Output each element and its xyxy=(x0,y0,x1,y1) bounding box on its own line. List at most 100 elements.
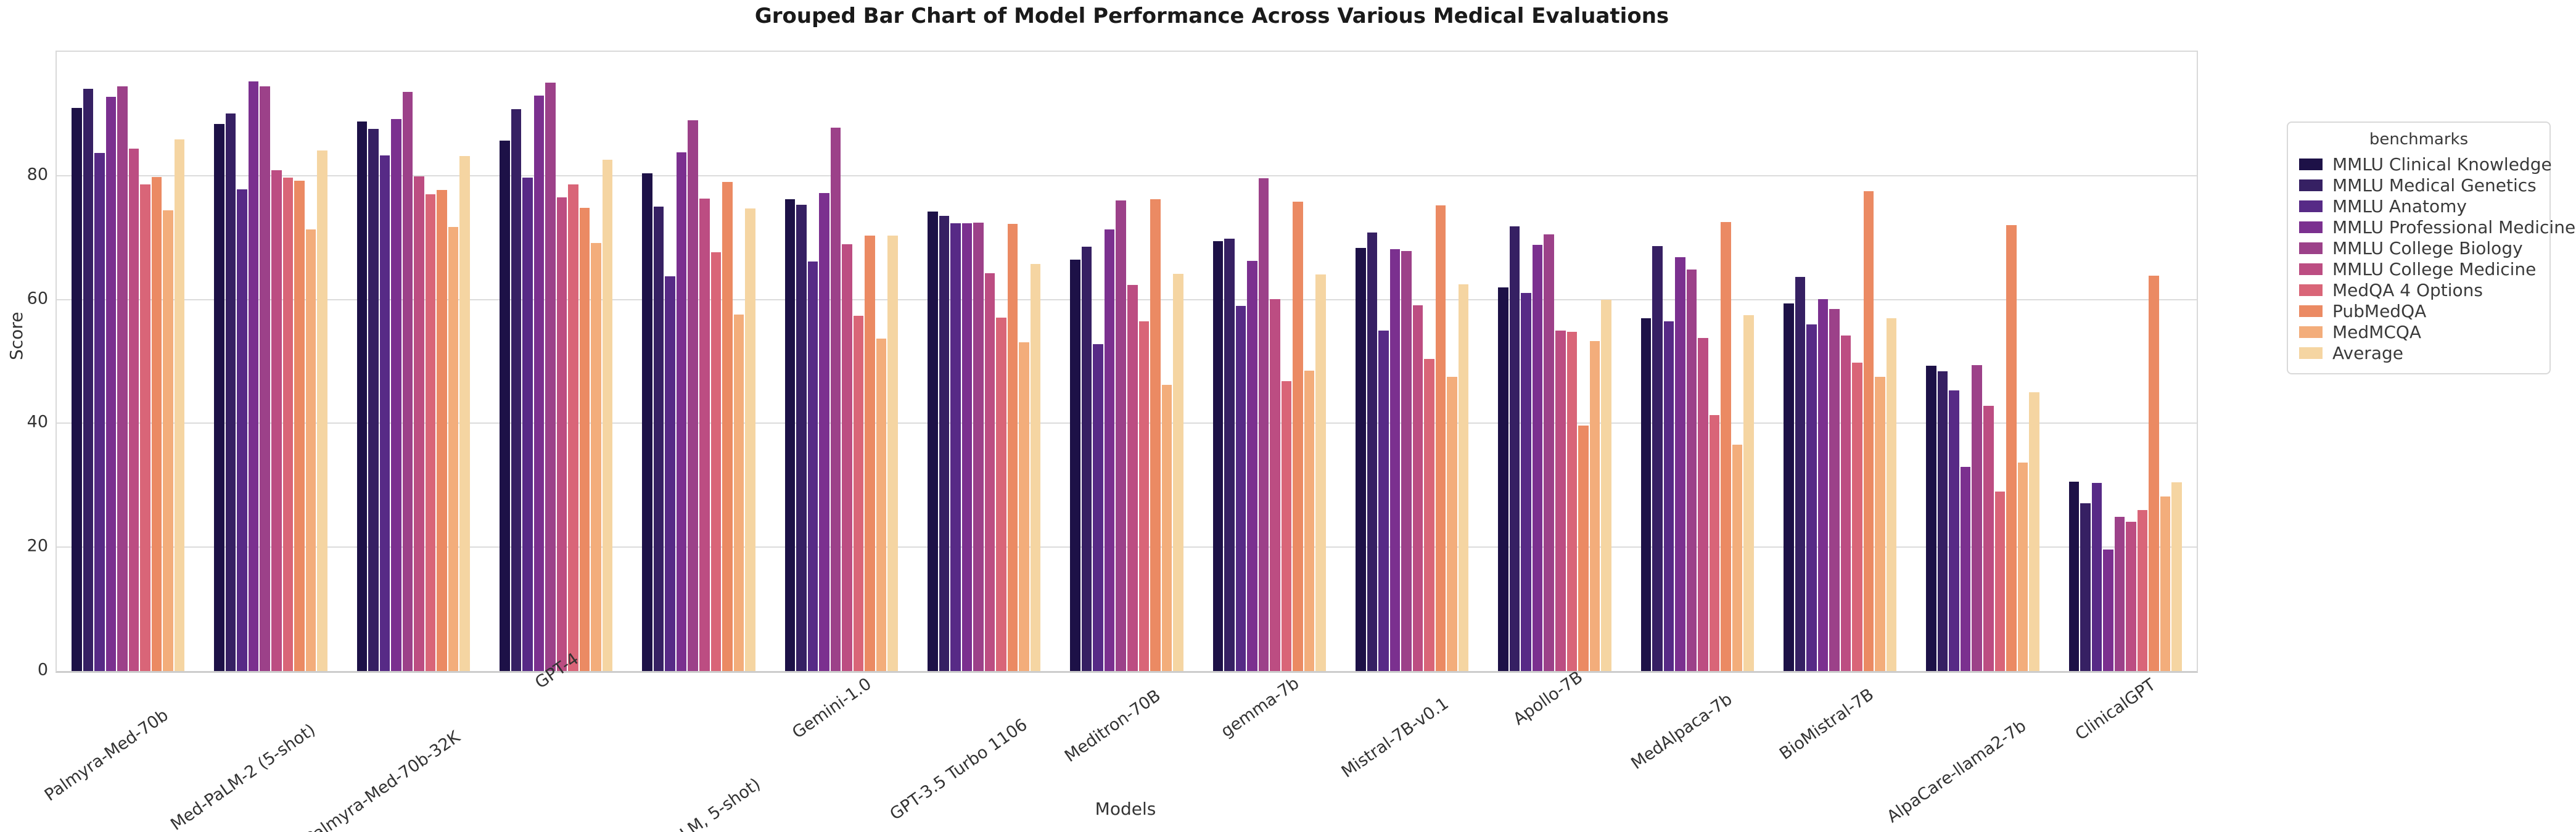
legend-swatch xyxy=(2299,263,2323,275)
bar xyxy=(448,227,459,671)
bar xyxy=(939,216,950,671)
bar xyxy=(1498,287,1508,671)
bar xyxy=(579,208,590,671)
legend-swatch xyxy=(2299,347,2323,359)
bar xyxy=(2091,482,2102,671)
bar xyxy=(819,192,829,671)
legend-label: PubMedQA xyxy=(2332,300,2427,321)
bar xyxy=(1972,365,1982,671)
bar xyxy=(117,86,128,671)
legend-item: MMLU College Medicine xyxy=(2299,258,2538,279)
x-tick-label: MedAlpaca-7b xyxy=(1627,690,1736,773)
bar xyxy=(1544,234,1554,671)
bar xyxy=(784,199,796,671)
bar xyxy=(1247,261,1257,671)
y-axis-label: Score xyxy=(6,311,27,360)
legend-label: MMLU Clinical Knowledge xyxy=(2332,154,2552,175)
bar xyxy=(1698,337,1708,671)
bar xyxy=(151,176,162,671)
bar xyxy=(653,207,664,671)
bar xyxy=(796,205,807,671)
bar xyxy=(1424,358,1434,671)
bar xyxy=(1104,229,1115,671)
legend-label: MedQA 4 Options xyxy=(2332,279,2483,300)
chart-title: Grouped Bar Chart of Model Performance A… xyxy=(754,4,1669,28)
bar xyxy=(1937,371,1948,671)
bar xyxy=(1007,224,1018,671)
bar xyxy=(2114,517,2125,671)
bar xyxy=(1093,344,1103,671)
y-tick-label: 80 xyxy=(27,165,48,184)
bar xyxy=(973,223,984,671)
bar xyxy=(961,223,973,671)
bar xyxy=(1030,264,1041,671)
bar xyxy=(317,150,327,671)
bar xyxy=(1258,178,1269,671)
bar xyxy=(996,317,1006,671)
legend-swatch xyxy=(2299,200,2323,212)
bar xyxy=(2171,482,2182,671)
bar xyxy=(1806,324,1817,671)
bar xyxy=(294,180,305,671)
bar xyxy=(1994,491,2005,671)
bar xyxy=(2017,462,2028,671)
bar xyxy=(1743,315,1754,671)
bar xyxy=(2149,276,2159,671)
legend-item: MMLU Anatomy xyxy=(2299,196,2538,216)
bar xyxy=(1983,406,1994,671)
legend-item: Average xyxy=(2299,342,2538,363)
y-tick-label: 20 xyxy=(27,536,48,556)
bar xyxy=(676,152,687,671)
bar xyxy=(1458,284,1469,671)
bar xyxy=(94,152,105,671)
bar xyxy=(1840,335,1851,671)
y-tick-label: 40 xyxy=(27,412,48,432)
bar xyxy=(1675,257,1685,671)
bar xyxy=(1829,308,1840,671)
legend-label: MMLU Medical Genetics xyxy=(2332,175,2537,196)
legend-item: MMLU College Biology xyxy=(2299,237,2538,258)
bar xyxy=(1926,366,1936,671)
bar xyxy=(1401,251,1412,671)
bar xyxy=(1817,299,1829,671)
legend-item: MedMCQA xyxy=(2299,321,2538,342)
y-gridline xyxy=(57,299,2197,300)
bar xyxy=(225,113,236,671)
bar xyxy=(248,81,259,671)
legend-label: MMLU College Biology xyxy=(2332,237,2523,258)
bar xyxy=(391,119,401,671)
legend-swatch xyxy=(2299,284,2323,296)
bar xyxy=(842,244,852,671)
bar xyxy=(688,120,698,671)
bar xyxy=(356,122,368,671)
bar xyxy=(1150,199,1161,671)
legend-swatch xyxy=(2299,242,2323,254)
bar xyxy=(807,262,818,671)
x-tick-label: gemma-7b xyxy=(1217,673,1303,741)
bar xyxy=(665,276,675,671)
bar xyxy=(2080,503,2091,671)
bar xyxy=(1589,340,1600,671)
bar xyxy=(414,176,424,671)
bar xyxy=(2006,225,2017,671)
bar xyxy=(1173,274,1183,671)
legend-label: MMLU College Medicine xyxy=(2332,258,2537,279)
bar xyxy=(379,155,390,671)
bar xyxy=(1161,385,1172,671)
bar xyxy=(1304,371,1315,671)
bar xyxy=(500,140,510,671)
bar xyxy=(1732,444,1743,671)
plot-area xyxy=(56,51,2198,673)
bar xyxy=(305,229,316,671)
x-tick-label: Mistral-7B-v0.1 xyxy=(1338,694,1452,782)
bar xyxy=(1640,318,1652,671)
legend-item: PubMedQA xyxy=(2299,300,2538,321)
bar xyxy=(642,173,652,671)
bar xyxy=(1412,305,1423,671)
bar xyxy=(174,139,185,671)
bar xyxy=(214,124,224,671)
bar xyxy=(710,252,721,671)
bar xyxy=(1509,226,1520,671)
bar xyxy=(1721,222,1731,671)
